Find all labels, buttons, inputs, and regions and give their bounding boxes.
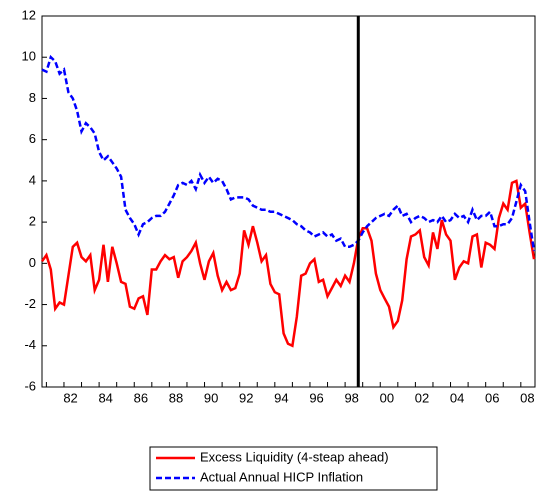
x-tick-label: 00	[380, 390, 394, 405]
x-tick-label: 88	[169, 390, 183, 405]
x-tick-label: 82	[63, 390, 77, 405]
x-tick-label: 84	[98, 390, 112, 405]
x-tick-label: 92	[239, 390, 253, 405]
y-tick-label: 8	[29, 90, 36, 105]
y-tick-label: -6	[24, 378, 36, 393]
x-tick-label: 04	[450, 390, 464, 405]
legend-label: Actual Annual HICP Inflation	[200, 469, 363, 484]
x-tick-label: 86	[134, 390, 148, 405]
x-tick-label: 96	[309, 390, 323, 405]
x-tick-label: 06	[485, 390, 499, 405]
x-tick-label: 98	[344, 390, 358, 405]
y-tick-label: -2	[24, 296, 36, 311]
series-line	[40, 179, 536, 348]
x-tick-label: 94	[274, 390, 288, 405]
x-tick-label: 90	[204, 390, 218, 405]
y-tick-label: 0	[29, 255, 36, 270]
y-tick-label: 6	[29, 131, 36, 146]
series-line	[41, 54, 536, 252]
legend-box	[149, 446, 438, 491]
y-tick-label: 10	[22, 49, 36, 64]
y-tick-label: 2	[29, 214, 36, 229]
plot-frame	[41, 15, 536, 388]
y-tick-label: 12	[22, 7, 36, 22]
y-tick-label: -4	[24, 337, 36, 352]
y-tick-label: 4	[29, 172, 36, 187]
legend-label: Excess Liquidity (4-steap ahead)	[200, 449, 389, 464]
x-tick-label: 08	[520, 390, 534, 405]
x-tick-label: 02	[415, 390, 429, 405]
